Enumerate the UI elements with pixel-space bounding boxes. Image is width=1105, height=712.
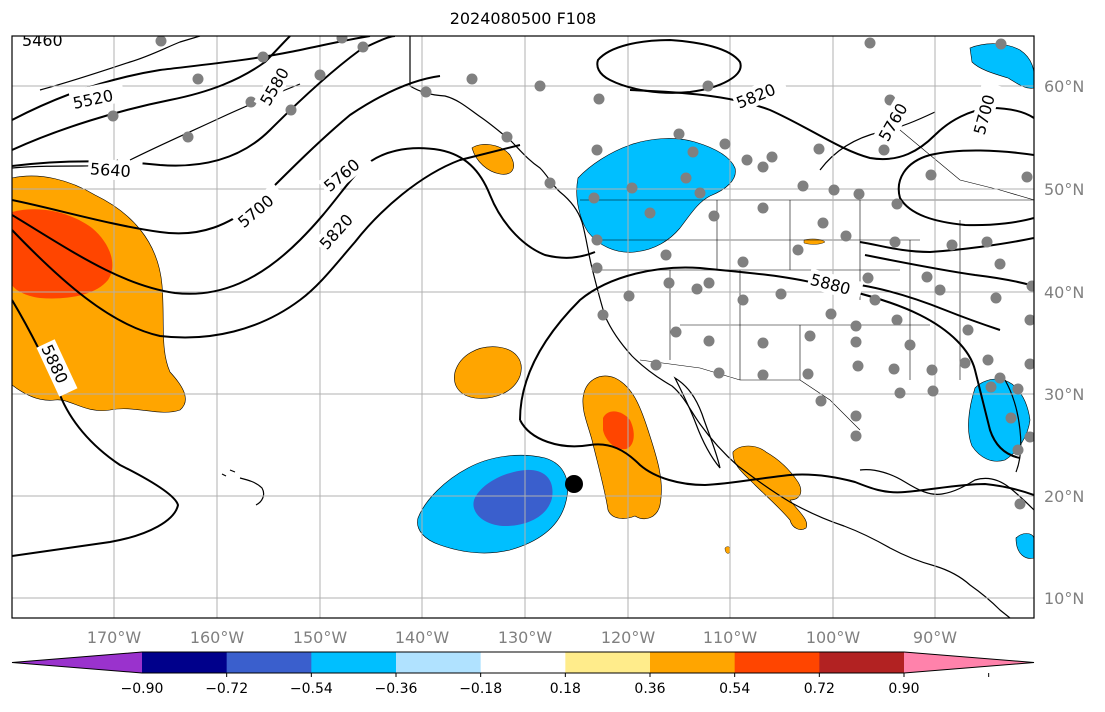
- station-dots: [107, 36, 1034, 510]
- lon-label: 150°W: [293, 628, 348, 647]
- colorbar-segment: [396, 652, 482, 673]
- political-borders: [580, 86, 1034, 431]
- colorbar-segment: [311, 652, 397, 673]
- colorbar-segment: [480, 652, 566, 673]
- contour-label: 5640: [89, 159, 131, 181]
- map-frame: [11, 35, 1035, 619]
- lon-label: 120°W: [601, 628, 656, 647]
- anomaly-shading: [12, 43, 1034, 559]
- lat-label: 10°N: [1044, 589, 1084, 608]
- colorbar: [11, 651, 1035, 674]
- coastlines: [12, 36, 1034, 618]
- colorbar-segment: [734, 652, 820, 673]
- negative-anomaly-florida: [968, 378, 1031, 462]
- colorbar-outline: [11, 651, 1035, 674]
- negative-anomaly-northeast: [969, 43, 1034, 89]
- lon-label: 100°W: [806, 628, 861, 647]
- contour-label: 5760: [875, 100, 912, 145]
- positive-anomaly-bc: [471, 144, 514, 175]
- contour-label: 5820: [733, 80, 778, 113]
- strong-anomaly-west: [12, 209, 113, 299]
- lat-label: 20°N: [1044, 487, 1084, 506]
- contour-label: 5580: [256, 64, 293, 109]
- contour-label: 5880: [808, 270, 852, 299]
- contour-label: 5460: [22, 31, 63, 50]
- longitude-labels: 170°W 160°W 150°W 140°W 130°W 120°W 110°…: [87, 628, 957, 647]
- colorbar-tick-label: 0.90: [888, 681, 919, 697]
- colorbar-segment: [650, 652, 736, 673]
- lon-label: 130°W: [498, 628, 553, 647]
- colorbar-tick-label: −0.18: [459, 681, 502, 697]
- colorbar-tick-label: −0.36: [375, 681, 418, 697]
- lon-label: 110°W: [703, 628, 758, 647]
- colorbar-tick-label: −0.54: [290, 681, 333, 697]
- colorbar-tick-label: −0.90: [121, 681, 164, 697]
- lon-label: 140°W: [395, 628, 450, 647]
- colorbar-segment: [142, 652, 228, 673]
- negative-anomaly-northwest: [576, 138, 736, 253]
- colorbar-extend-min: [12, 652, 142, 673]
- storm-center-marker: [565, 475, 583, 493]
- lat-label: 30°N: [1044, 385, 1084, 404]
- lat-label: 60°N: [1044, 77, 1084, 96]
- colorbar-tick-labels: −0.90 −0.72 −0.54 −0.36 −0.18 0.18 0.36 0.54 0.7…: [121, 673, 990, 697]
- strong-negative-anomaly-pacific: [473, 469, 553, 527]
- colorbar-segment: [819, 652, 905, 673]
- colorbar-tick-label: −0.72: [205, 681, 248, 697]
- colorbar-tick-label: 0.72: [804, 681, 835, 697]
- colorbar-segment: [226, 652, 312, 673]
- lon-label: 160°W: [190, 628, 245, 647]
- positive-anomaly-pacific: [454, 346, 522, 399]
- colorbar-segment: [565, 652, 651, 673]
- colorbar-tick-label: 0.54: [719, 681, 750, 697]
- map-title: 2024080500 F108: [449, 9, 597, 28]
- positive-anomaly-mexico: [732, 445, 808, 530]
- lat-label: 50°N: [1044, 180, 1084, 199]
- colorbar-tick-label: 0.18: [550, 681, 581, 697]
- strong-anomaly-baja: [603, 411, 634, 450]
- colorbar-extend-max: [904, 652, 1034, 673]
- contour-label: 5700: [970, 92, 999, 136]
- lon-label: 90°W: [913, 628, 957, 647]
- latitude-labels: 60°N 50°N 40°N 30°N 20°N 10°N: [1044, 77, 1084, 608]
- colorbar-tick-label: 0.36: [634, 681, 665, 697]
- lon-label: 170°W: [87, 628, 142, 647]
- lat-label: 40°N: [1044, 283, 1084, 302]
